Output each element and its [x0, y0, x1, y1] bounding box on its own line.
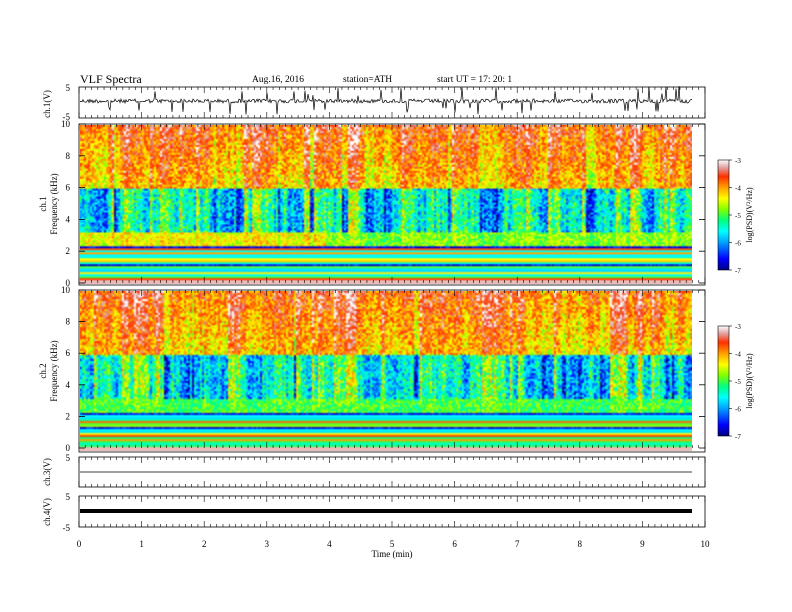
ytick-label: 4 [66, 380, 71, 390]
xtick-label: 5 [390, 539, 395, 549]
time-axis-ticks [78, 87, 706, 527]
xtick-label: 2 [202, 539, 207, 549]
time-axis-labels: 0 1 2 3 4 5 6 7 8 9 10 [77, 539, 710, 549]
ch1-colorbar [717, 159, 730, 271]
ch1-spec-ylabel-line1: ch.1 [38, 196, 48, 211]
ytick-label: 6 [66, 183, 71, 193]
ch1-ylabel: ch.1(V) [42, 90, 52, 118]
colorbar-tick-label: -4 [735, 185, 741, 193]
colorbar-tick-label: -5 [735, 212, 741, 220]
colorbar-tick-label: -5 [735, 378, 741, 386]
ch4-ytick-top: 5 [66, 492, 71, 502]
ch2-spectrogram-image [80, 291, 692, 451]
ytick-label: 8 [66, 151, 71, 161]
ch1-colorbar-label: log(PSD)(V²/Hz) [745, 187, 754, 243]
xtick-label: 0 [77, 539, 82, 549]
colorbar-tick-label: -6 [735, 406, 741, 414]
ch1-ytick-top: 5 [66, 83, 71, 93]
ch1-yticks: 0 2 4 6 8 10 [61, 119, 705, 288]
xtick-label: 9 [640, 539, 645, 549]
colorbar-tick-label: -4 [735, 351, 741, 359]
ch2-yticks: 0 2 4 6 8 10 [61, 285, 705, 453]
station-label: station=ATH [343, 75, 393, 85]
xtick-label: 4 [327, 539, 332, 549]
ch3-ylabel: ch.3(V) [42, 458, 52, 486]
ch1-spec-ylabel-line2: Frequency (kHz) [49, 173, 59, 234]
ytick-label: 10 [61, 285, 71, 295]
ch2-colorbar [717, 325, 730, 437]
ch4-ytick-bottom: -5 [63, 523, 71, 533]
xtick-label: 10 [701, 539, 711, 549]
ch2-colorbar-ticks: -3 -4 -5 -6 -7 [729, 323, 741, 441]
ch2-colorbar-label: log(PSD)(V²/Hz) [745, 353, 754, 409]
figure-title: VLF Spectra [80, 72, 142, 86]
ytick-label: 2 [66, 246, 71, 256]
start-time-label: start UT = 17: 20: 1 [437, 75, 513, 85]
ytick-label: 4 [66, 214, 71, 224]
colorbar-tick-label: -7 [735, 433, 741, 441]
ytick-label: 10 [61, 119, 71, 129]
ch3-ytick-top: 5 [66, 453, 71, 463]
colorbar-tick-label: -3 [735, 323, 741, 331]
time-axis-label: Time (min) [372, 549, 413, 559]
colorbar-tick-label: -7 [735, 267, 741, 275]
colorbar-tick-label: -3 [735, 157, 741, 165]
date-label: Aug.16, 2016 [252, 75, 304, 85]
ytick-label: 0 [66, 278, 71, 288]
ytick-label: 2 [66, 411, 71, 421]
xtick-label: 1 [139, 539, 144, 549]
ytick-label: 0 [66, 443, 71, 453]
colorbar-tick-label: -6 [735, 240, 741, 248]
xtick-label: 6 [452, 539, 457, 549]
ytick-label: 8 [66, 317, 71, 327]
ch1-waveform-line [79, 86, 693, 115]
xtick-label: 8 [578, 539, 583, 549]
ch2-spec-ylabel-line2: Frequency (kHz) [49, 340, 59, 401]
xtick-label: 3 [265, 539, 270, 549]
ch2-spec-ylabel-line1: ch.2 [38, 363, 48, 378]
ch1-ytick-bottom: -5 [63, 112, 71, 122]
xtick-label: 7 [515, 539, 520, 549]
ytick-label: 6 [66, 348, 71, 358]
ch1-colorbar-ticks: -3 -4 -5 -6 -7 [729, 157, 741, 275]
ch4-ylabel: ch.4(V) [42, 498, 52, 526]
ch1-spectrogram-image [80, 125, 692, 284]
